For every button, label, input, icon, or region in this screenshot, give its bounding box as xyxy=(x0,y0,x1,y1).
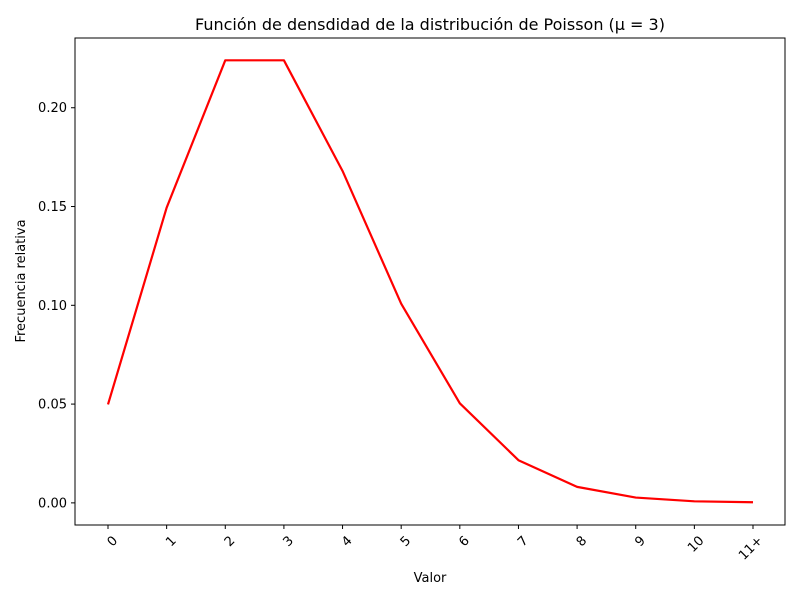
chart-title: Función de densdidad de la distribución … xyxy=(195,15,665,34)
y-tick-label: 0.00 xyxy=(38,496,67,511)
x-axis-label: Valor xyxy=(414,571,447,586)
y-tick-label: 0.15 xyxy=(38,200,67,215)
axes-frame xyxy=(74,37,786,526)
series-line-0 xyxy=(106,59,754,504)
y-axis-label: Frecuencia relativa xyxy=(14,219,29,342)
plot-area xyxy=(106,59,754,504)
y-tick-label: 0.20 xyxy=(38,101,67,116)
y-tick-label: 0.10 xyxy=(38,299,67,314)
y-tick-label: 0.05 xyxy=(38,398,67,413)
